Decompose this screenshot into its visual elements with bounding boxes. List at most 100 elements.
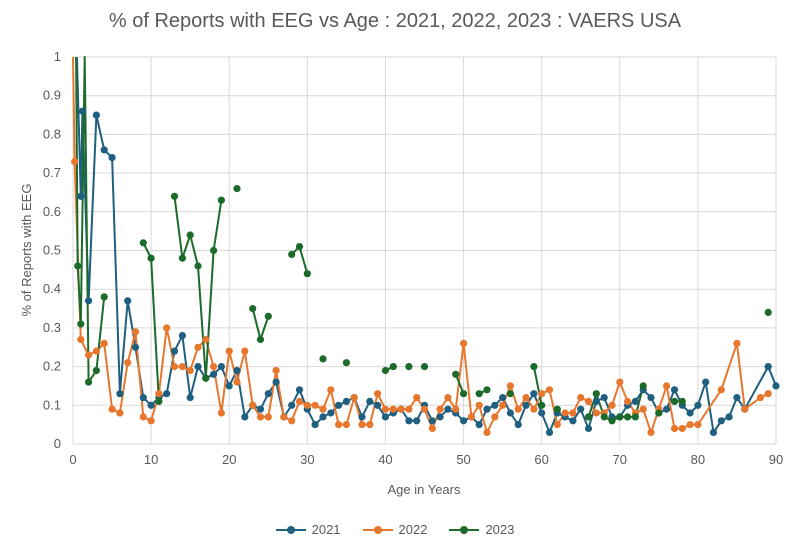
data-point-2021 xyxy=(100,146,108,154)
data-point-2023 xyxy=(186,231,194,239)
data-point-2022 xyxy=(210,363,218,371)
data-point-2023 xyxy=(202,374,210,382)
data-point-2021 xyxy=(342,397,350,405)
data-point-2023 xyxy=(670,397,679,405)
data-point-2023 xyxy=(639,382,647,390)
data-point-2021 xyxy=(288,401,296,409)
data-point-2021 xyxy=(545,428,554,436)
data-point-2021 xyxy=(210,370,218,378)
data-point-2022 xyxy=(522,394,530,402)
data-point-2021 xyxy=(217,363,225,371)
data-point-2022 xyxy=(71,157,79,166)
data-point-2023 xyxy=(483,386,491,394)
data-point-2023 xyxy=(217,196,225,204)
data-point-2023 xyxy=(460,390,468,398)
data-point-2022 xyxy=(374,390,382,398)
data-point-2021 xyxy=(295,386,304,394)
data-point-2023 xyxy=(764,308,772,316)
data-point-2021 xyxy=(436,413,444,421)
data-point-2023 xyxy=(452,370,460,378)
data-point-2022 xyxy=(475,401,483,409)
data-point-2022 xyxy=(663,382,671,390)
data-point-2023 xyxy=(256,335,265,344)
data-point-2022 xyxy=(295,397,304,405)
data-point-2023 xyxy=(381,366,389,375)
data-point-2023 xyxy=(170,192,179,200)
data-point-2021 xyxy=(444,405,452,413)
data-point-2021 xyxy=(631,397,640,405)
data-point-2021 xyxy=(163,390,171,398)
data-point-2021 xyxy=(514,421,522,429)
y-tick-label: 0.6 xyxy=(43,204,61,219)
data-point-2021 xyxy=(569,417,577,425)
data-point-2021 xyxy=(186,394,194,402)
data-point-2022 xyxy=(577,394,585,402)
data-point-2022 xyxy=(686,421,694,429)
data-point-2022 xyxy=(639,405,647,413)
data-point-2022 xyxy=(147,417,155,425)
data-point-2021 xyxy=(709,428,718,436)
data-point-2021 xyxy=(85,297,93,305)
x-tick-label: 70 xyxy=(613,452,627,467)
data-point-2021 xyxy=(702,378,710,386)
y-tick-label: 1 xyxy=(54,49,61,64)
data-point-2022 xyxy=(77,335,85,344)
data-point-2021 xyxy=(327,409,335,417)
data-point-2021 xyxy=(194,363,202,371)
data-point-2022 xyxy=(444,394,452,402)
data-point-2022 xyxy=(170,363,179,371)
data-point-2022 xyxy=(647,428,655,436)
data-point-2021 xyxy=(147,401,155,409)
y-tick-label: 0.5 xyxy=(43,243,61,258)
series-line-2021 xyxy=(75,56,777,434)
data-point-2022 xyxy=(303,401,311,409)
x-axis-title: Age in Years xyxy=(387,482,461,497)
data-point-2022 xyxy=(358,421,366,429)
data-point-2023 xyxy=(139,239,147,247)
data-point-2023 xyxy=(608,417,616,425)
y-tick-label: 0.2 xyxy=(43,359,61,374)
data-point-2022 xyxy=(116,409,124,417)
data-point-2022 xyxy=(241,347,249,355)
data-point-2021 xyxy=(241,413,249,421)
data-point-2021 xyxy=(319,413,327,421)
data-point-2022 xyxy=(280,413,288,421)
data-point-2021 xyxy=(522,401,530,409)
legend-swatch xyxy=(275,524,306,536)
data-point-2023 xyxy=(210,246,218,255)
y-tick-label: 0 xyxy=(54,436,61,451)
data-point-2021 xyxy=(717,417,725,425)
data-point-2021 xyxy=(139,394,147,402)
data-point-2022 xyxy=(288,417,296,425)
data-point-2021 xyxy=(178,332,186,340)
legend-label: 2022 xyxy=(398,522,428,537)
data-point-2021 xyxy=(272,378,280,386)
data-point-2023 xyxy=(631,413,640,421)
data-point-2022 xyxy=(186,366,194,375)
data-point-2022 xyxy=(694,421,702,429)
data-point-2022 xyxy=(217,409,225,417)
data-point-2022 xyxy=(256,413,265,421)
data-point-2022 xyxy=(225,347,233,355)
data-point-2023 xyxy=(420,363,429,371)
data-point-2021 xyxy=(725,413,733,421)
data-points xyxy=(71,107,780,436)
data-point-2021 xyxy=(530,390,538,398)
data-point-2021 xyxy=(733,394,741,402)
data-point-2021 xyxy=(311,421,319,429)
data-point-2021 xyxy=(694,401,702,409)
data-point-2023 xyxy=(538,401,546,409)
series-lines xyxy=(72,56,777,434)
data-point-2022 xyxy=(264,413,272,421)
data-point-2021 xyxy=(116,390,124,398)
legend-swatch xyxy=(449,524,480,536)
data-point-2022 xyxy=(491,413,499,421)
data-point-2021 xyxy=(131,343,140,351)
data-point-2023 xyxy=(530,363,538,371)
data-point-2021 xyxy=(491,401,499,409)
series-line-2023 xyxy=(532,366,543,406)
data-point-2023 xyxy=(592,390,600,398)
data-point-2022 xyxy=(569,409,577,417)
x-tick-label: 10 xyxy=(144,452,158,467)
